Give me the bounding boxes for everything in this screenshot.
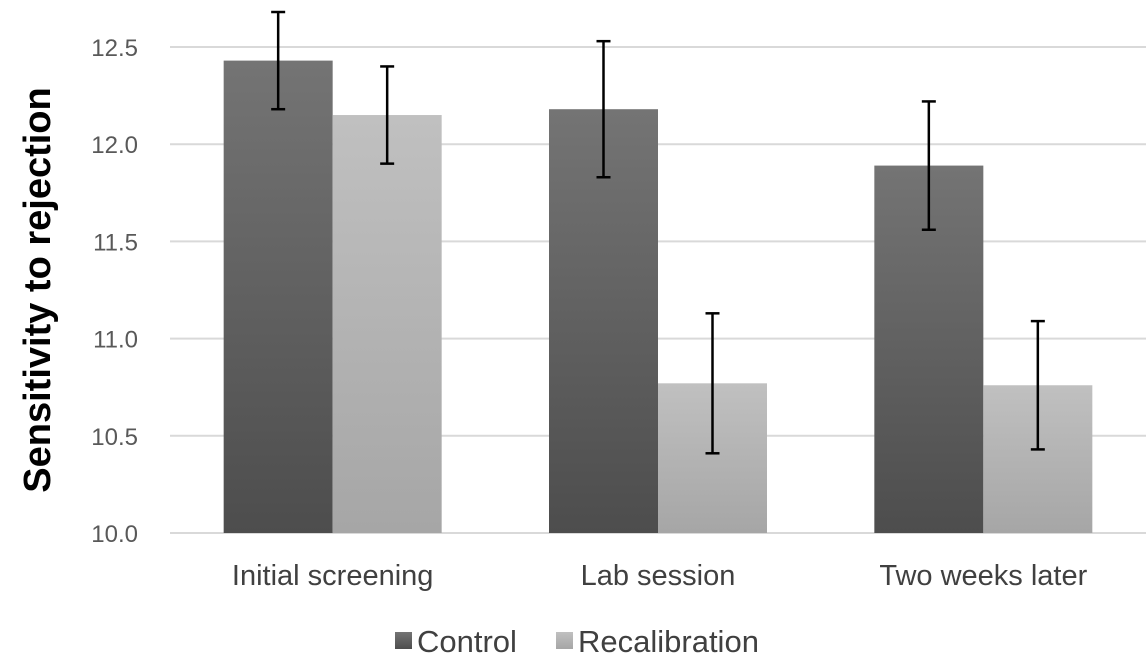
y-tick-label: 11.5 [93, 229, 138, 256]
legend-label: Control [417, 624, 517, 659]
y-tick-label: 12.0 [91, 132, 138, 159]
error-bar [596, 39, 611, 179]
bar-control-1 [223, 60, 333, 533]
y-tick-labels: 10.0 10.5 11.0 11.5 12.0 12.5 [91, 35, 138, 548]
y-tick-label: 11.0 [93, 327, 138, 354]
legend-swatch [556, 632, 573, 649]
legend-label: Recalibration [578, 624, 759, 659]
error-bar [921, 100, 936, 231]
y-tick-label: 12.5 [91, 35, 138, 62]
x-category-label: Initial screening [232, 560, 434, 592]
legend-item-recalibration: Recalibration [556, 624, 759, 659]
error-bar [1030, 319, 1045, 451]
y-axis-label: Sensitivity to rejection [17, 87, 59, 492]
x-category-label: Two weeks later [879, 560, 1087, 592]
error-bar [380, 65, 395, 165]
legend-swatch [395, 632, 412, 649]
error-bars [271, 10, 1045, 455]
y-tick-label: 10.0 [91, 521, 138, 548]
bars [223, 60, 1093, 534]
error-bar [271, 10, 286, 111]
error-bar [705, 312, 720, 455]
x-category-labels: Initial screening Lab session Two weeks la… [232, 560, 1088, 592]
bar-control-2 [549, 109, 658, 533]
y-tick-label: 10.5 [91, 424, 138, 451]
x-category-label: Lab session [581, 560, 736, 592]
bar-recalibration-1 [332, 115, 442, 533]
legend: Control Recalibration [395, 624, 759, 659]
legend-item-control: Control [395, 624, 517, 659]
